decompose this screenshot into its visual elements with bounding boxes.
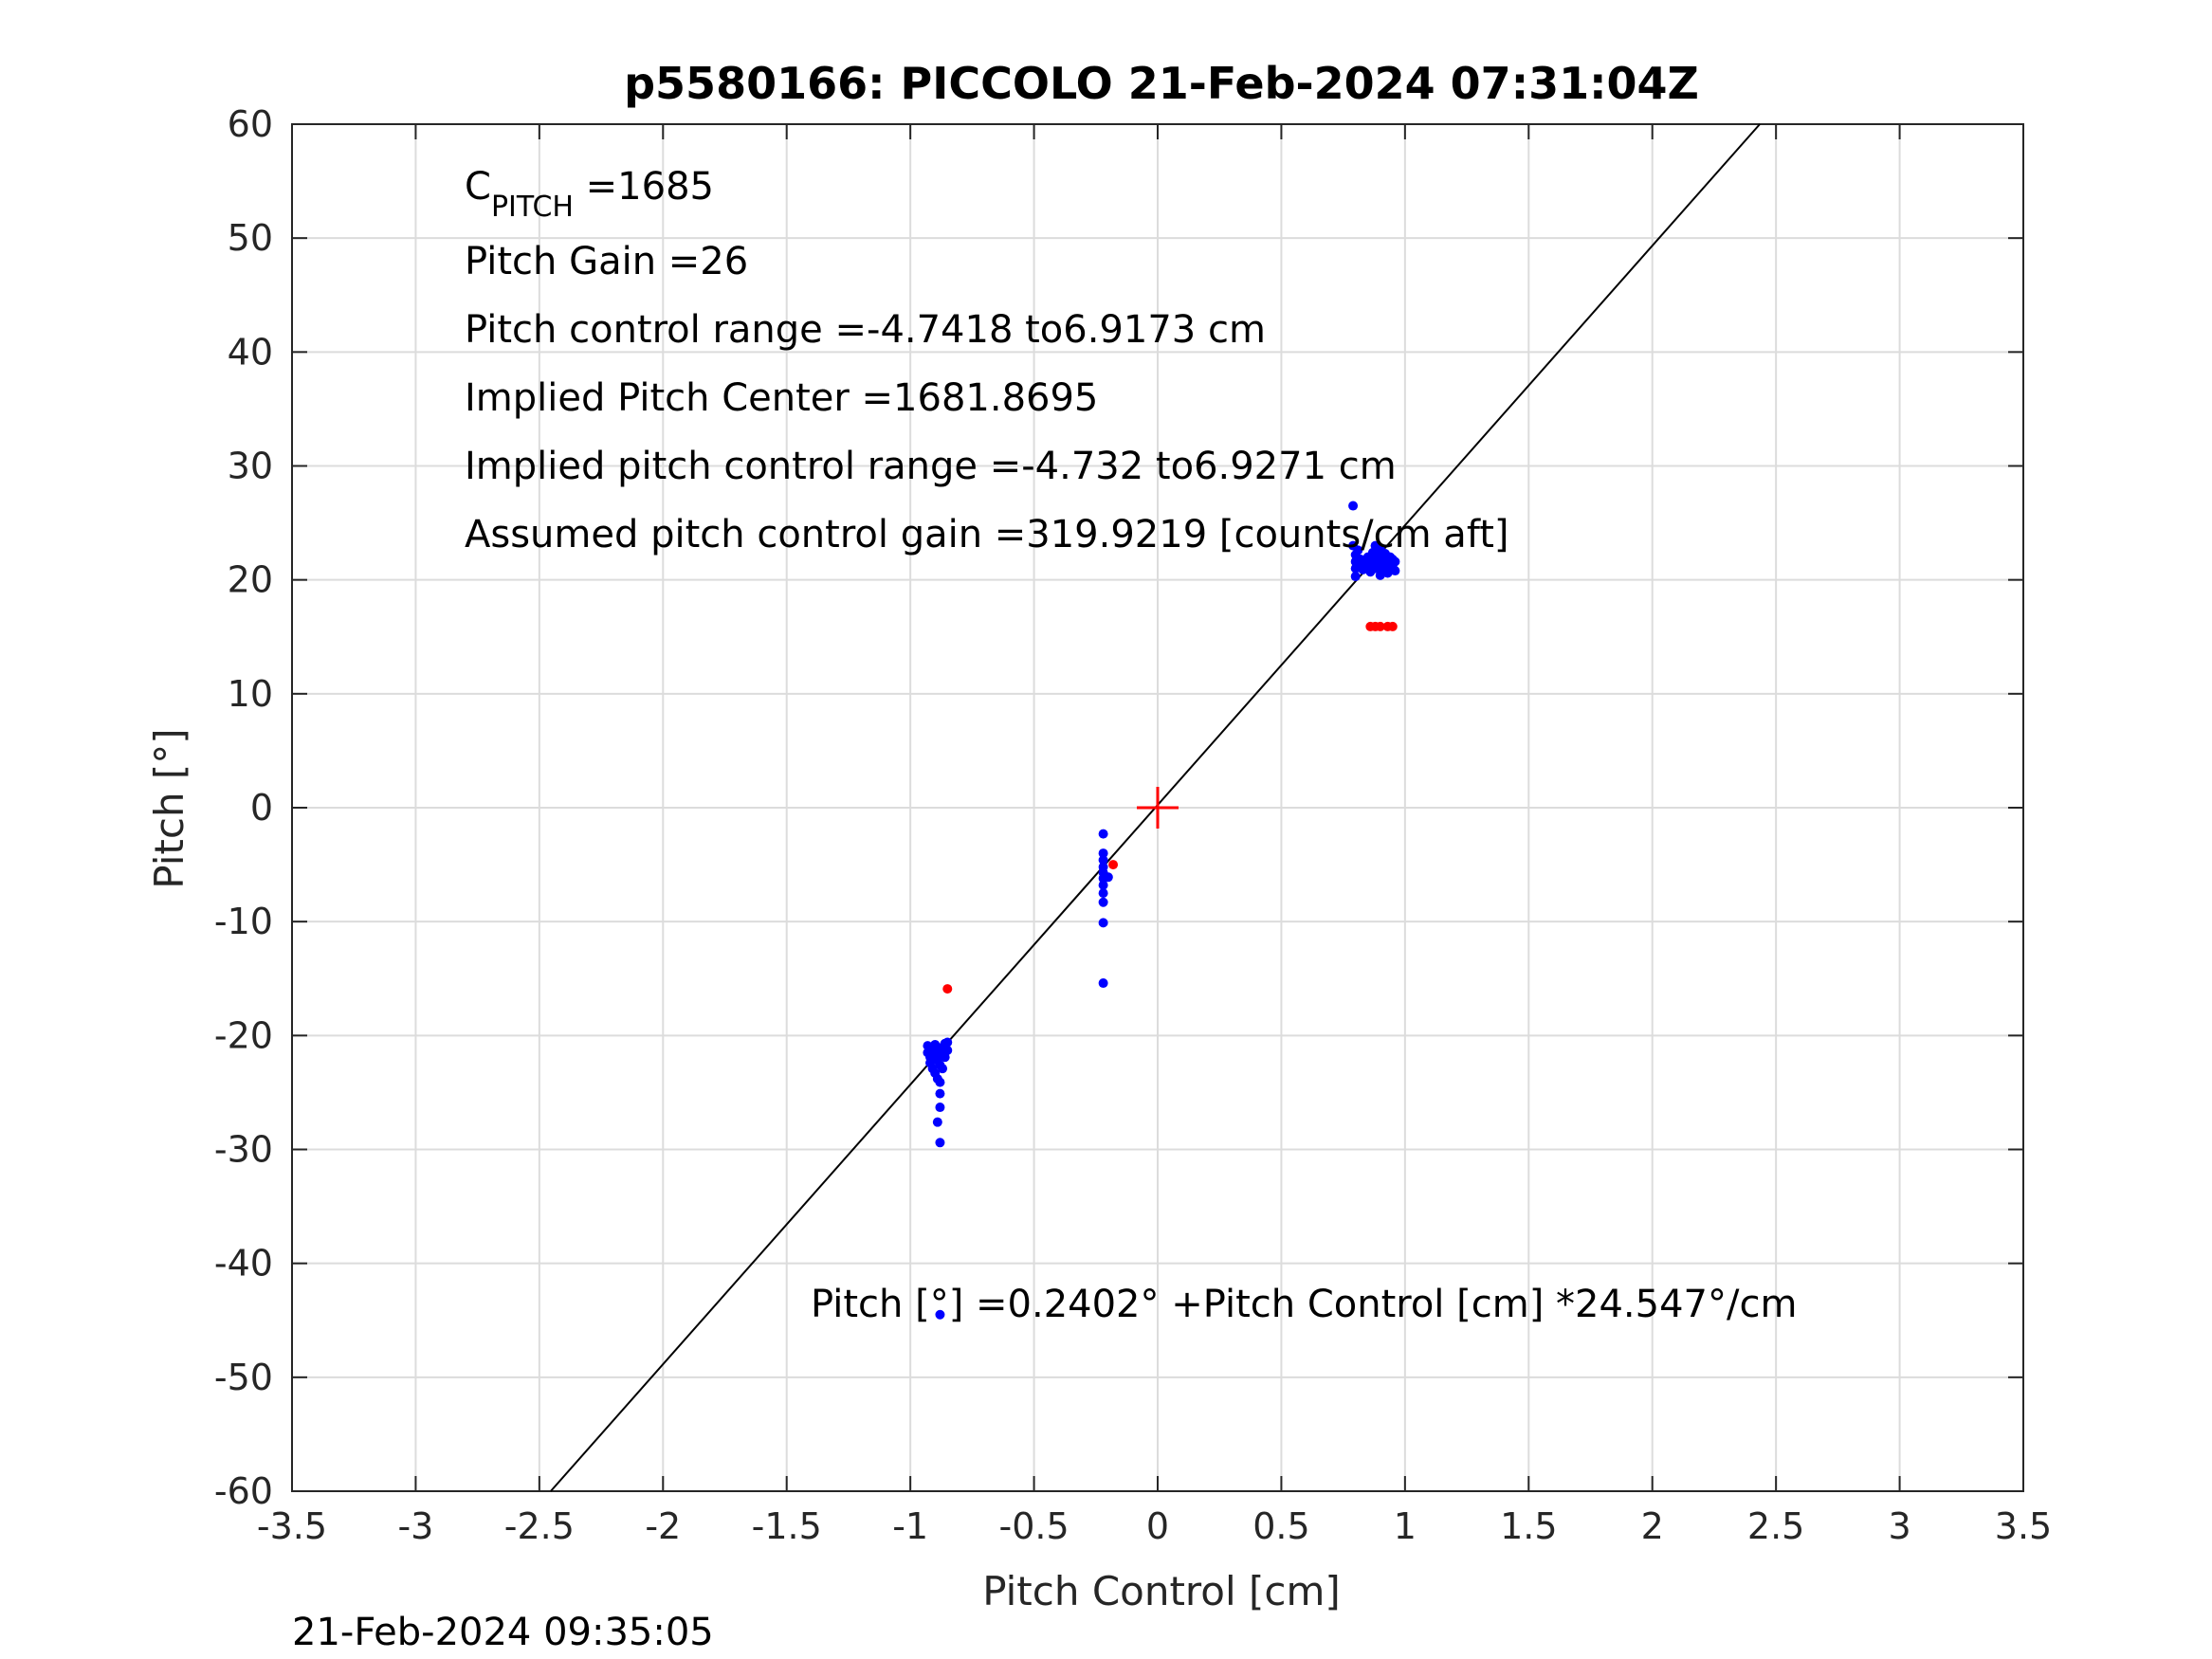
x-tick-label: -3 — [397, 1505, 433, 1547]
c-pitch-annotation: CPITCH =1685 — [465, 165, 714, 224]
data-point — [1350, 572, 1361, 582]
implied-pitch-center-annotation: Implied Pitch Center =1681.8695 — [465, 376, 1098, 420]
x-tick-label: -3.5 — [257, 1505, 327, 1547]
y-tick-label: 40 — [228, 331, 273, 373]
y-tick-label: -60 — [214, 1470, 273, 1512]
y-tick-label: 50 — [228, 217, 273, 259]
y-tick-label: -30 — [214, 1129, 273, 1171]
tick-marks — [291, 123, 2024, 1492]
data-point — [1098, 880, 1108, 890]
data-point — [942, 1037, 953, 1048]
x-tick-label: -2.5 — [504, 1505, 575, 1547]
data-point — [935, 1309, 945, 1320]
rejected-data-point — [942, 984, 953, 994]
data-point — [1098, 855, 1108, 866]
c-pitch-value: =1685 — [574, 165, 714, 209]
data-point — [1098, 888, 1108, 899]
data-point — [935, 1088, 945, 1099]
x-tick-label: -1 — [892, 1505, 928, 1547]
y-tick-label: -10 — [214, 901, 273, 942]
x-axis-label: Pitch Control [cm] — [982, 1568, 1341, 1614]
y-tick-label: -20 — [214, 1014, 273, 1056]
x-tick-label: 3.5 — [1995, 1505, 2052, 1547]
data-point — [938, 1064, 948, 1074]
y-axis-label: Pitch [°] — [146, 728, 192, 888]
data-point — [1348, 501, 1359, 511]
x-tick-label: -1.5 — [752, 1505, 822, 1547]
x-tick-label: -0.5 — [998, 1505, 1069, 1547]
data-point — [942, 1045, 953, 1055]
pitch-gain-annotation: Pitch Gain =26 — [465, 240, 748, 283]
x-tick-label: 2 — [1641, 1505, 1664, 1547]
y-tick-label: 60 — [228, 103, 273, 145]
fit-equation: Pitch [°] =0.2402° +Pitch Control [cm] *… — [811, 1283, 1797, 1326]
y-tick-label: 20 — [228, 559, 273, 601]
x-tick-label: -2 — [645, 1505, 681, 1547]
x-tick-label: 1 — [1394, 1505, 1417, 1547]
data-point — [1098, 848, 1108, 859]
y-tick-label: -50 — [214, 1357, 273, 1398]
rejected-data-point — [1387, 621, 1398, 631]
x-tick-label: 1.5 — [1500, 1505, 1557, 1547]
data-point — [1098, 918, 1108, 928]
c-pitch-symbol: C — [465, 165, 491, 209]
data-point — [935, 1103, 945, 1113]
x-tick-label: 0.5 — [1252, 1505, 1309, 1547]
x-tick-label: 3 — [1888, 1505, 1910, 1547]
grid-lines — [291, 123, 2024, 1492]
x-tick-label: 2.5 — [1747, 1505, 1804, 1547]
data-point — [932, 1117, 942, 1127]
rejected-data-point — [1108, 860, 1119, 870]
data-point — [1353, 545, 1363, 556]
c-pitch-subscript: PITCH — [491, 191, 574, 224]
y-tick-label: -40 — [214, 1243, 273, 1285]
data-point — [1390, 556, 1400, 567]
data-point — [935, 1077, 945, 1087]
y-tick-label: 30 — [228, 446, 273, 487]
pitch-control-range-annotation: Pitch control range =-4.7418 to6.9173 cm — [465, 308, 1266, 352]
data-point — [935, 1138, 945, 1148]
x-tick-label: 0 — [1146, 1505, 1169, 1547]
data-point — [1103, 872, 1113, 883]
data-point — [1390, 566, 1400, 576]
y-tick-label: 10 — [228, 673, 273, 715]
implied-pitch-range-annotation: Implied pitch control range =-4.732 to6.… — [465, 445, 1397, 488]
chart-title: p5580166: PICCOLO 21-Feb-2024 07:31:04Z — [624, 58, 1699, 109]
y-tick-label: 0 — [250, 787, 273, 829]
data-point — [1098, 897, 1108, 907]
assumed-gain-annotation: Assumed pitch control gain =319.9219 [co… — [465, 513, 1508, 556]
plot-area — [550, 123, 1761, 1492]
data-point — [1098, 829, 1108, 839]
timestamp: 21-Feb-2024 09:35:05 — [292, 1611, 714, 1654]
data-point — [1098, 978, 1108, 989]
center-marker — [1137, 787, 1179, 829]
tick-labels: -3.5 -3 -2.5 -2 -1.5 -1 -0.5 0 0.5 1 1.5 2 2.5 3 3.5 -6… — [214, 103, 2052, 1547]
rejected-data-point — [1375, 621, 1385, 631]
